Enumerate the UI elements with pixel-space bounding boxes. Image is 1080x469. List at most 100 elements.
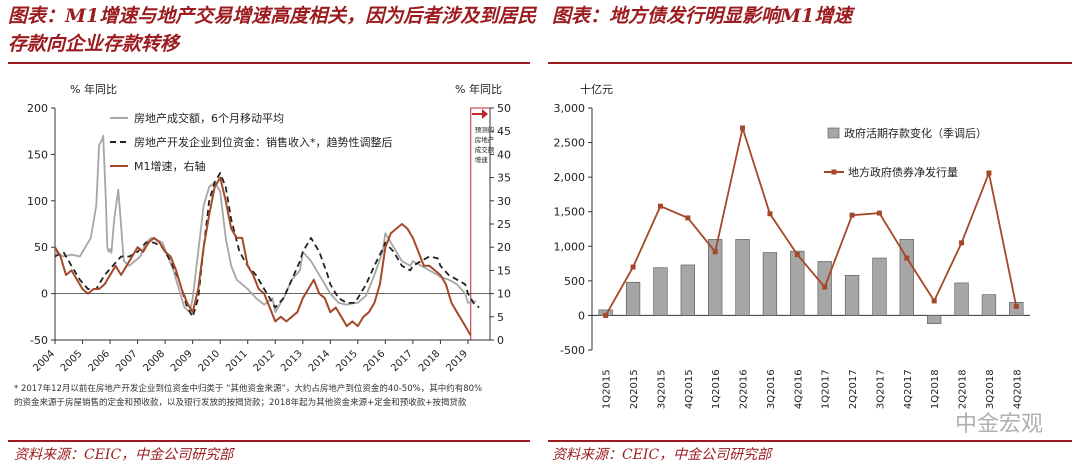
- line-point: [876, 210, 882, 216]
- x-tick-label: 3Q2015: [656, 369, 667, 409]
- x-tick-label: 2013: [279, 348, 305, 374]
- legend-label-1: 房地产成交额，6个月移动平均: [134, 111, 284, 125]
- watermark: 中金宏观: [955, 412, 1044, 437]
- line-point: [740, 125, 746, 131]
- bar: [899, 239, 914, 316]
- y-tick-label: 0: [41, 288, 48, 301]
- right-chart-unit: 十亿元: [580, 82, 613, 96]
- right-axis-unit: % 年同比: [455, 82, 502, 96]
- y-tick-label: 150: [27, 148, 48, 161]
- y-tick-label: 1,500: [554, 206, 586, 219]
- y2-tick-label: 20: [497, 241, 511, 254]
- y-tick-label: -500: [560, 344, 585, 357]
- x-tick-label: 1Q2018: [930, 369, 941, 409]
- bar: [954, 282, 969, 316]
- x-tick-label: 2Q2017: [848, 369, 859, 409]
- y2-tick-label: 40: [497, 148, 511, 161]
- x-tick-label: 4Q2017: [903, 369, 914, 409]
- left-chart-title: 图表：M1增速与地产交易增速高度相关，因为后者涉及到居民存款向企业存款转移: [8, 5, 537, 55]
- x-tick-label: 2005: [59, 348, 85, 374]
- x-tick-label: 2007: [114, 348, 140, 374]
- bar: [844, 275, 860, 316]
- x-tick-label: 2015: [334, 348, 360, 374]
- line-point: [849, 212, 855, 218]
- x-tick-label: 2Q2015: [629, 369, 640, 409]
- y2-tick-label: 5: [497, 311, 504, 324]
- legend-label-line: 地方政府债券净发行量: [848, 165, 958, 179]
- y-tick-label: 2,000: [554, 171, 586, 184]
- x-tick-label: 2010: [197, 348, 223, 374]
- forecast-annotation: 成交额: [475, 145, 495, 154]
- line-point: [904, 255, 910, 261]
- y2-tick-label: 35: [497, 172, 511, 185]
- forecast-annotation: 预测的: [475, 125, 495, 134]
- y-tick-label: -50: [30, 334, 48, 347]
- y2-tick-label: 50: [497, 102, 511, 115]
- y2-tick-label: 25: [497, 218, 511, 231]
- x-tick-label: 2009: [169, 348, 195, 374]
- y2-tick-label: 15: [497, 264, 511, 277]
- legend-label-3: M1增速，右轴: [134, 159, 206, 173]
- line-point: [630, 264, 636, 270]
- right-top-rule: [548, 62, 1072, 64]
- line-point: [1013, 303, 1019, 309]
- line-point: [767, 211, 773, 217]
- line-point: [603, 312, 609, 318]
- y-tick-label: 100: [27, 195, 48, 208]
- x-tick-label: 4Q2016: [793, 369, 804, 409]
- x-tick-label: 2014: [307, 348, 333, 374]
- y-tick-label: 2,500: [554, 137, 586, 150]
- bar: [981, 294, 997, 316]
- left-source: 资料来源：CEIC，中金公司研究部: [14, 447, 234, 463]
- x-tick-label: 1Q2015: [602, 369, 613, 409]
- y-tick-label: 500: [564, 275, 585, 288]
- y2-tick-label: 45: [497, 125, 511, 138]
- y-tick-label: 0: [578, 309, 585, 322]
- bar: [625, 281, 641, 316]
- right-chart-title: 图表：地方债发行明显影响M1增速: [552, 5, 853, 27]
- footnote-line-1: * 2017年12月以前在房地产开发企业到位资金中归类于 “其他资金来源”，大约…: [14, 384, 483, 394]
- x-tick-label: 4Q2015: [684, 369, 695, 409]
- line-point: [794, 252, 800, 258]
- left-axis-unit: % 年同比: [70, 82, 117, 96]
- line-point: [712, 249, 718, 255]
- x-tick-label: 2011: [224, 348, 250, 374]
- forecast-annotation: 增速: [475, 155, 489, 164]
- y-tick-label: 50: [34, 241, 48, 254]
- bar: [872, 257, 887, 316]
- legend-marker-line: [831, 169, 837, 175]
- right-bottom-rule: [548, 440, 1072, 442]
- x-tick-label: 2018: [417, 348, 443, 374]
- series-line-3: [54, 176, 472, 336]
- legend-label-2: 房地产开发企业到位资金：销售收入*，趋势性调整后: [134, 135, 393, 149]
- bar: [735, 239, 750, 316]
- legend-label-bar: 政府活期存款变化（季调后）: [844, 126, 987, 140]
- y-tick-label: 1,000: [554, 240, 586, 253]
- y2-tick-label: 30: [497, 195, 511, 208]
- line-point: [986, 170, 992, 176]
- left-top-rule: [8, 62, 530, 64]
- y2-tick-label: 10: [497, 288, 511, 301]
- line-point: [822, 284, 828, 290]
- forecast-annotation: 房地产: [475, 135, 495, 144]
- x-tick-label: 1Q2017: [821, 369, 832, 409]
- series-line-1: [54, 134, 477, 314]
- right-chart: -500 0 500 1,000 1,500 2,000 2,500 3,000 1Q2015 2…: [554, 102, 1030, 409]
- y-tick-label: 200: [27, 102, 48, 115]
- line-point: [685, 215, 691, 221]
- x-tick-label: 1Q2016: [711, 369, 722, 409]
- x-tick-label: 2008: [141, 348, 167, 374]
- y-tick-label: 3,000: [554, 102, 586, 115]
- x-tick-label: 2Q2018: [958, 369, 969, 409]
- bar: [927, 315, 942, 325]
- x-tick-label: 2Q2016: [739, 369, 750, 409]
- forecast-arrow-icon: [472, 109, 488, 119]
- bar: [653, 267, 668, 316]
- legend-swatch-bar: [827, 127, 840, 139]
- line-point: [931, 298, 937, 304]
- left-bottom-rule: [8, 440, 530, 442]
- x-tick-label: 2019: [444, 348, 470, 374]
- x-tick-label: 3Q2017: [875, 369, 886, 409]
- footnote-line-2: 的资金来源于房屋销售的定金和预收款，以及银行发放的按揭贷款；2018年起为其他资…: [14, 398, 467, 408]
